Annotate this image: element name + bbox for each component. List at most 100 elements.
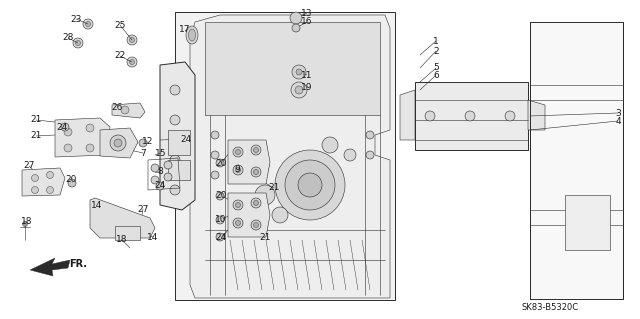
Text: 27: 27 — [138, 204, 148, 213]
Circle shape — [425, 111, 435, 121]
Text: 21: 21 — [30, 131, 42, 140]
Text: 24: 24 — [216, 234, 227, 242]
Circle shape — [86, 144, 94, 152]
Circle shape — [253, 222, 259, 227]
Text: 24: 24 — [56, 122, 68, 131]
Circle shape — [292, 65, 306, 79]
Polygon shape — [100, 128, 138, 158]
Circle shape — [83, 19, 93, 29]
Circle shape — [291, 82, 307, 98]
Polygon shape — [160, 62, 195, 210]
Circle shape — [170, 115, 180, 125]
Text: 25: 25 — [115, 20, 125, 29]
Circle shape — [47, 187, 54, 194]
Polygon shape — [400, 90, 415, 140]
Circle shape — [216, 192, 224, 200]
Circle shape — [251, 198, 261, 208]
Text: 24: 24 — [180, 135, 191, 144]
Circle shape — [211, 131, 219, 139]
Text: 15: 15 — [156, 149, 167, 158]
Circle shape — [216, 216, 224, 224]
Circle shape — [251, 145, 261, 155]
Bar — [115, 226, 140, 240]
Text: 4: 4 — [615, 116, 621, 125]
Circle shape — [241, 151, 269, 179]
Polygon shape — [228, 140, 270, 184]
Circle shape — [211, 151, 219, 159]
Text: 20: 20 — [65, 174, 77, 183]
Ellipse shape — [189, 29, 195, 41]
Circle shape — [233, 147, 243, 157]
Circle shape — [253, 169, 259, 174]
Circle shape — [216, 233, 224, 241]
Bar — [168, 160, 190, 180]
Circle shape — [255, 185, 275, 205]
Circle shape — [139, 139, 147, 147]
Text: 3: 3 — [615, 108, 621, 117]
Polygon shape — [530, 22, 623, 299]
Circle shape — [253, 147, 259, 152]
Text: FR.: FR. — [69, 259, 87, 269]
Polygon shape — [30, 258, 70, 276]
Text: 21: 21 — [259, 234, 271, 242]
Circle shape — [285, 160, 335, 210]
Circle shape — [121, 106, 129, 114]
Circle shape — [129, 38, 134, 42]
Circle shape — [275, 150, 345, 220]
Circle shape — [31, 187, 38, 194]
Circle shape — [295, 86, 303, 94]
Circle shape — [86, 124, 94, 132]
Circle shape — [233, 165, 243, 175]
Circle shape — [344, 149, 356, 161]
Text: 21: 21 — [30, 115, 42, 124]
Circle shape — [251, 167, 261, 177]
Text: 18: 18 — [21, 218, 33, 226]
Circle shape — [292, 24, 300, 32]
Circle shape — [296, 69, 302, 75]
Circle shape — [233, 200, 243, 210]
Circle shape — [164, 161, 172, 169]
Circle shape — [251, 220, 261, 230]
Text: 19: 19 — [301, 84, 313, 93]
Text: 16: 16 — [301, 18, 313, 26]
Ellipse shape — [186, 26, 198, 44]
Circle shape — [322, 137, 338, 153]
Circle shape — [236, 167, 241, 173]
Circle shape — [170, 155, 180, 165]
Text: 8: 8 — [157, 167, 163, 176]
Circle shape — [366, 151, 374, 159]
Polygon shape — [415, 82, 528, 150]
Text: 1: 1 — [433, 36, 439, 46]
Text: 27: 27 — [23, 161, 35, 170]
Polygon shape — [205, 22, 380, 115]
Circle shape — [151, 176, 159, 184]
Polygon shape — [55, 118, 110, 157]
Circle shape — [272, 207, 288, 223]
Text: 26: 26 — [111, 102, 123, 112]
Text: 14: 14 — [147, 233, 159, 241]
Circle shape — [366, 131, 374, 139]
Polygon shape — [228, 193, 270, 237]
Text: 23: 23 — [70, 14, 82, 24]
Bar — [168, 130, 190, 155]
Text: 6: 6 — [433, 70, 439, 79]
Polygon shape — [112, 103, 145, 118]
Circle shape — [298, 173, 322, 197]
Circle shape — [86, 21, 90, 26]
Circle shape — [64, 128, 72, 136]
Text: 17: 17 — [179, 26, 191, 34]
Circle shape — [114, 139, 122, 147]
Text: 22: 22 — [115, 51, 125, 61]
Circle shape — [110, 135, 126, 151]
Circle shape — [47, 172, 54, 179]
Circle shape — [170, 85, 180, 95]
Text: 7: 7 — [140, 149, 146, 158]
Circle shape — [236, 150, 241, 154]
Text: 18: 18 — [116, 234, 128, 243]
Text: 20: 20 — [215, 159, 227, 167]
Polygon shape — [90, 198, 155, 238]
Circle shape — [129, 60, 134, 64]
Circle shape — [164, 173, 172, 181]
Text: 10: 10 — [215, 216, 227, 225]
Circle shape — [236, 203, 241, 207]
